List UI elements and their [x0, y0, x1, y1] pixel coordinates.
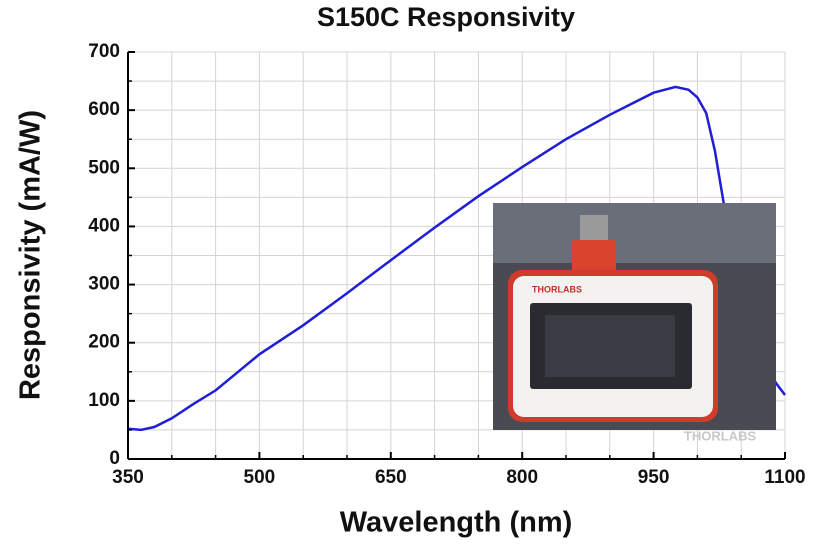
x-tick-label: 500	[244, 467, 276, 488]
svg-text:THORLABS: THORLABS	[532, 284, 582, 294]
y-tick-label: 300	[88, 274, 120, 295]
x-tick-label: 350	[112, 467, 144, 488]
y-tick-label: 0	[109, 448, 120, 469]
y-tick-label: 500	[88, 157, 120, 178]
y-tick-label: 400	[88, 215, 120, 236]
axes: 0 100 200 300 400 500 600 700 350 500 650 800 950 110…	[88, 41, 805, 488]
y-tick-label: 600	[88, 99, 120, 120]
y-tick-label: 200	[88, 332, 120, 353]
inset-photo: THORLABS THORLABS	[493, 203, 776, 443]
x-axis-label: Wavelength (nm)	[340, 507, 573, 539]
annotation: THORLABS	[684, 428, 757, 443]
x-tick-label: 800	[506, 467, 538, 488]
x-tick-label: 950	[638, 467, 670, 488]
y-tick-label: 700	[88, 41, 120, 62]
y-axis-label: Responsivity (mA/W)	[15, 110, 47, 400]
y-tick-label: 100	[88, 390, 120, 411]
x-tick-label: 650	[375, 467, 407, 488]
x-tick-label: 1100	[764, 467, 805, 488]
chart-title: S150C Responsivity	[317, 2, 575, 32]
